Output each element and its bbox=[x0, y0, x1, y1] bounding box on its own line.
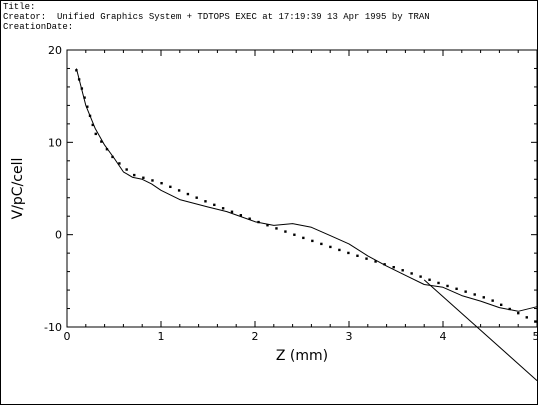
header-title: Title: bbox=[3, 2, 36, 12]
dotted-series-point bbox=[401, 269, 404, 272]
x-tick-label: 1 bbox=[158, 330, 165, 343]
dotted-series-point bbox=[88, 114, 92, 118]
dotted-series-point bbox=[428, 278, 431, 281]
dotted-series-point bbox=[195, 196, 198, 199]
dotted-series-point bbox=[75, 69, 78, 72]
dotted-series-point bbox=[473, 293, 476, 296]
dotted-series-point bbox=[464, 290, 467, 293]
dotted-series-point bbox=[266, 224, 269, 227]
solid-series-line-2 bbox=[423, 279, 538, 381]
dotted-series-point bbox=[105, 148, 109, 151]
dotted-series-point bbox=[499, 303, 503, 306]
y-axis-label: V/pC/cell bbox=[10, 158, 26, 220]
dotted-series-point bbox=[221, 207, 225, 210]
dotted-series-point bbox=[133, 173, 136, 177]
dotted-series-point bbox=[169, 185, 172, 189]
dotted-series-point bbox=[419, 275, 422, 278]
dotted-series-point bbox=[338, 248, 341, 252]
dotted-series-point bbox=[392, 265, 395, 269]
dotted-series-point bbox=[248, 217, 251, 220]
y-tick-label: -10 bbox=[44, 321, 62, 334]
y-tick-label: 20 bbox=[48, 44, 62, 57]
dotted-series-point bbox=[177, 189, 181, 192]
dotted-series-point bbox=[302, 236, 305, 240]
dotted-series-point bbox=[160, 181, 163, 185]
dotted-series-point bbox=[91, 123, 94, 127]
header-creation-date: CreationDate: bbox=[3, 22, 74, 32]
x-axis-label: Z (mm) bbox=[276, 348, 328, 364]
y-tick-label: 10 bbox=[48, 136, 62, 149]
x-tick-label: 0 bbox=[64, 330, 71, 343]
dotted-series-point bbox=[293, 233, 296, 236]
dotted-series-point bbox=[365, 257, 368, 260]
dotted-series-point bbox=[437, 281, 440, 285]
dotted-series-point bbox=[230, 210, 234, 213]
x-tick-label: 3 bbox=[346, 330, 353, 343]
plot-area-border bbox=[66, 49, 538, 328]
dotted-series-point bbox=[186, 192, 190, 196]
x-tick-label: 2 bbox=[252, 330, 259, 343]
dotted-series-point bbox=[347, 251, 350, 255]
dotted-series-point bbox=[83, 96, 86, 99]
dotted-series-point bbox=[410, 272, 413, 275]
dotted-series-point bbox=[525, 316, 528, 319]
dotted-series-point bbox=[111, 155, 114, 159]
dotted-series-point bbox=[517, 311, 520, 315]
y-tick-label: 0 bbox=[55, 229, 62, 242]
dotted-series-point bbox=[77, 78, 81, 81]
dotted-series-point bbox=[257, 220, 260, 224]
dotted-series-point bbox=[94, 132, 97, 136]
solid-series-line-0 bbox=[75, 68, 538, 312]
header-creator: Creator: Unified Graphics System + TDTOP… bbox=[3, 12, 430, 22]
dotted-series-point bbox=[446, 284, 449, 288]
dotted-series-point bbox=[142, 176, 145, 179]
dotted-series-point bbox=[534, 320, 537, 323]
dotted-series-point bbox=[204, 200, 207, 203]
dotted-series-point bbox=[491, 299, 494, 302]
dotted-series-point bbox=[329, 245, 332, 249]
dotted-series-point bbox=[284, 230, 287, 233]
dotted-series-point bbox=[374, 260, 377, 263]
dotted-series-point bbox=[239, 214, 243, 217]
dotted-series-point bbox=[311, 239, 314, 243]
dotted-series-point bbox=[125, 168, 128, 171]
dotted-series-point bbox=[213, 203, 216, 207]
dotted-series-point bbox=[356, 254, 359, 257]
dotted-series-point bbox=[482, 296, 485, 299]
dotted-series-point bbox=[100, 140, 103, 143]
dotted-series-point bbox=[455, 287, 458, 290]
x-tick-label: 4 bbox=[440, 330, 447, 343]
dotted-series-point bbox=[118, 162, 121, 165]
dotted-series-point bbox=[80, 87, 84, 90]
dotted-series-point bbox=[151, 179, 154, 182]
dotted-series-point bbox=[275, 227, 278, 230]
x-tick-label: 5 bbox=[533, 330, 538, 343]
dotted-series-point bbox=[508, 307, 511, 311]
dotted-series-point bbox=[383, 263, 386, 266]
dotted-series-point bbox=[86, 105, 89, 108]
dotted-series-point bbox=[320, 242, 323, 246]
